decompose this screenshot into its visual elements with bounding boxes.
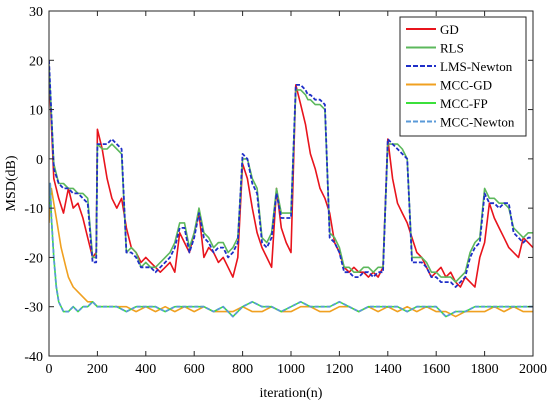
x-tick-label: 800 — [232, 362, 253, 377]
legend-label: GD — [440, 22, 459, 37]
legend: GD RLS LMS-Newton MCC-GD MCC-FP MCC-Newton — [399, 16, 527, 137]
y-tick-label: 30 — [29, 5, 43, 20]
plot-area — [49, 60, 533, 318]
x-tick-label: 0 — [46, 362, 53, 377]
axes: 0 200 400 600 800 1000 1200 1400 1600 1800 2000-40… — [24, 5, 547, 377]
y-axis-label: MSD(dB) — [4, 155, 19, 211]
x-tick-label: 400 — [135, 362, 156, 377]
x-tick-label: 2000 — [519, 362, 547, 377]
legend-label: MCC-Newton — [440, 115, 515, 130]
x-tick-label: 1600 — [422, 362, 450, 377]
x-tick-label: 200 — [87, 362, 108, 377]
y-tick-label: -30 — [24, 301, 43, 316]
series-line-mcc-gd — [49, 187, 533, 318]
x-tick-label: 1400 — [374, 362, 402, 377]
y-tick-label: -40 — [24, 350, 43, 365]
y-tick-label: 0 — [36, 153, 43, 168]
x-axis-label: iteration(n) — [260, 386, 323, 401]
legend-label: MCC-FP — [440, 96, 488, 111]
y-tick-label: 10 — [29, 104, 43, 119]
legend-label: RLS — [440, 41, 464, 56]
x-tick-label: 600 — [184, 362, 205, 377]
legend-label: LMS-Newton — [440, 59, 513, 74]
x-tick-label: 1000 — [277, 362, 305, 377]
x-tick-label: 1800 — [471, 362, 499, 377]
legend-label: MCC-GD — [440, 78, 492, 93]
legend-box — [399, 16, 527, 137]
y-tick-label: 20 — [29, 54, 43, 69]
y-tick-label: -20 — [24, 251, 43, 266]
series-line-mcc-newton — [49, 182, 533, 318]
series-line-lms-newton — [49, 60, 533, 288]
y-tick-label: -10 — [24, 202, 43, 217]
x-tick-label: 1200 — [325, 362, 353, 377]
series-line-gd — [49, 70, 533, 288]
